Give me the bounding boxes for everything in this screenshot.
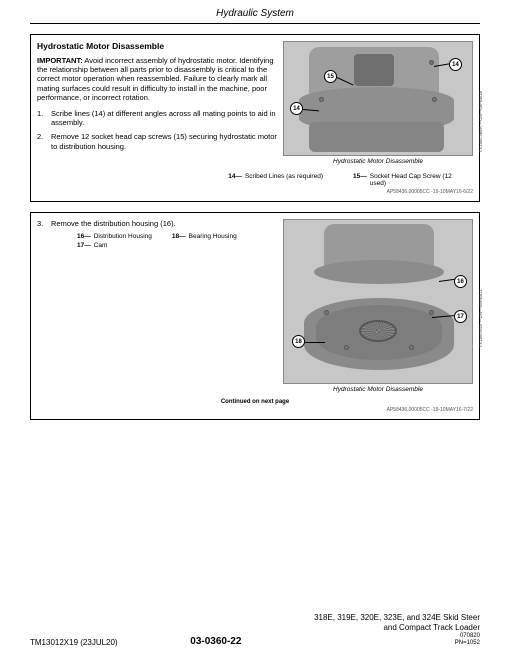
callout-17: 17 xyxy=(454,310,467,323)
section2-figure-col: 16 17 18 TX1087818 —UN—09FEB11 Hydrostat… xyxy=(283,219,473,393)
step-num: 2. xyxy=(37,132,47,151)
step-num: 3. xyxy=(37,219,47,228)
step-text: Remove 12 socket head cap screws (15) se… xyxy=(51,132,277,151)
footer-left: TM13012X19 (23JUL20) xyxy=(30,638,118,647)
callout-15: 15 xyxy=(324,70,337,83)
continued-text: Continued on next page xyxy=(37,399,473,405)
legend-item: 17— Cam xyxy=(77,242,152,250)
header-title: Hydraulic System xyxy=(216,8,294,19)
legend-text: Cam xyxy=(94,242,108,250)
legend-item: 14— Scribed Lines (as required) xyxy=(228,173,323,187)
figure2-caption: Hydrostatic Motor Disassemble xyxy=(283,386,473,393)
section1-ref: AP58436,00005CC -19-10MAY16-6/22 xyxy=(37,189,473,195)
section1-legend: 14— Scribed Lines (as required) 15— Sock… xyxy=(37,173,473,187)
legend-num: 16— xyxy=(77,233,91,241)
figure-1: 15 14 14 xyxy=(283,41,473,156)
legend-item: 18— Bearing Housing xyxy=(172,233,237,241)
callout-14b: 14 xyxy=(290,102,303,115)
legend-text: Scribed Lines (as required) xyxy=(245,173,323,187)
legend-text: Socket Head Cap Screw (12 used) xyxy=(370,173,463,187)
section-1: Hydrostatic Motor Disassemble IMPORTANT:… xyxy=(30,34,480,202)
step-text: Scribe lines (14) at different angles ac… xyxy=(51,109,277,128)
legend-item: 15— Socket Head Cap Screw (12 used) xyxy=(353,173,463,187)
section2-legend: 16— Distribution Housing 17— Cam 18— Bea… xyxy=(37,233,277,249)
legend-num: 17— xyxy=(77,242,91,250)
callout-14a: 14 xyxy=(449,58,462,71)
step-text: Remove the distribution housing (16). xyxy=(51,219,176,228)
legend-item: 16— Distribution Housing xyxy=(77,233,152,241)
figure1-vert-ref: TX1087366A —UN—09FEB18 xyxy=(478,91,483,153)
footer-small: 070820 xyxy=(314,633,480,640)
legend-text: Bearing Housing xyxy=(189,233,237,241)
section1-text: Hydrostatic Motor Disassemble IMPORTANT:… xyxy=(37,41,277,165)
footer-right-1: 318E, 319E, 320E, 323E, and 324E Skid St… xyxy=(314,613,480,623)
section1-title: Hydrostatic Motor Disassemble xyxy=(37,41,277,52)
section2-ref: AP58436,00005CC -19-10MAY16-7/22 xyxy=(37,407,473,413)
page-header: Hydraulic System xyxy=(30,0,480,24)
section1-figure-col: 15 14 14 TX1087366A —UN—09FEB18 Hydrosta… xyxy=(283,41,473,165)
step-num: 1. xyxy=(37,109,47,128)
figure1-caption: Hydrostatic Motor Disassemble xyxy=(283,158,473,165)
callout-16: 16 xyxy=(454,275,467,288)
figure2-vert-ref: TX1087818 —UN—09FEB11 xyxy=(478,289,483,347)
step-2: 2. Remove 12 socket head cap screws (15)… xyxy=(37,132,277,151)
figure-2: 16 17 18 xyxy=(283,219,473,384)
important-label: IMPORTANT: xyxy=(37,56,83,65)
legend-num: 15— xyxy=(353,173,367,187)
step-3: 3. Remove the distribution housing (16). xyxy=(37,219,277,228)
page-footer: TM13012X19 (23JUL20) 03-0360-22 318E, 31… xyxy=(30,613,480,647)
legend-num: 18— xyxy=(172,233,186,241)
section2-text: 3. Remove the distribution housing (16).… xyxy=(37,219,277,393)
footer-pn: PN=1052 xyxy=(314,640,480,647)
footer-right: 318E, 319E, 320E, 323E, and 324E Skid St… xyxy=(314,613,480,647)
step-1: 1. Scribe lines (14) at different angles… xyxy=(37,109,277,128)
callout-18: 18 xyxy=(292,335,305,348)
legend-num: 14— xyxy=(228,173,242,187)
footer-right-2: and Compact Track Loader xyxy=(314,623,480,633)
footer-center: 03-0360-22 xyxy=(190,636,241,647)
important-block: IMPORTANT: Avoid incorrect assembly of h… xyxy=(37,56,277,103)
legend-text: Distribution Housing xyxy=(94,233,152,241)
section-2: 3. Remove the distribution housing (16).… xyxy=(30,212,480,420)
